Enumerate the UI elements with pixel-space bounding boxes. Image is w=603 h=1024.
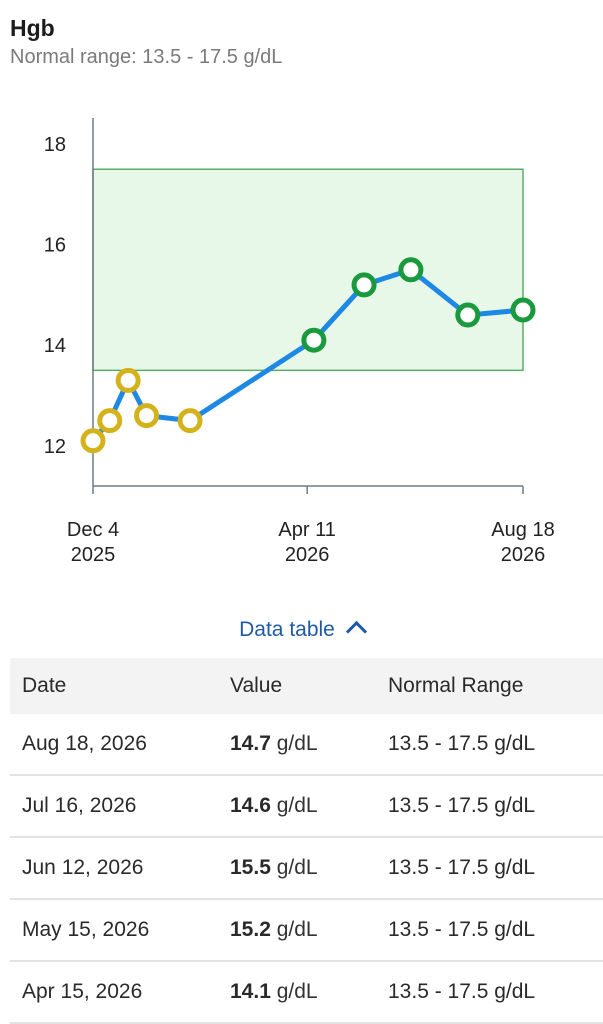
data-point-in-range: [351, 272, 377, 298]
data-point-out-of-range: [134, 403, 160, 429]
table-row: Jun 12, 2026 15.5 g/dL 13.5 - 17.5 g/dL: [10, 837, 603, 900]
value-number: 15.5: [230, 856, 271, 879]
value-number: 15.2: [230, 918, 271, 941]
value-number: 14.6: [230, 794, 271, 817]
data-point-in-range: [510, 297, 536, 323]
data-point-out-of-range: [97, 408, 123, 434]
y-tick-label: 16: [44, 235, 66, 257]
x-tick-year-label: 2026: [501, 544, 546, 566]
row-date: May 15, 2026: [10, 899, 230, 962]
row-normal-range: 13.5 - 17.5 g/dL: [388, 775, 603, 838]
data-table-toggle-label: Data table: [239, 618, 335, 641]
table-row: Apr 15, 2026 14.1 g/dL 13.5 - 17.5 g/dL: [10, 961, 603, 1024]
hgb-line-chart: 12 14 16 18 Dec 4 2025 Apr 11 2026 Aug 18 2026: [44, 118, 555, 566]
x-tick-label: Apr 11: [278, 519, 335, 541]
series-line: [90, 267, 526, 444]
data-point-out-of-range: [177, 408, 203, 434]
row-normal-range: 13.5 - 17.5 g/dL: [388, 714, 603, 776]
value-unit: g/dL: [276, 980, 318, 1003]
chevron-up-icon: [345, 620, 367, 643]
data-table: Date Value Normal Range Aug 18, 2026 14.…: [10, 658, 603, 1024]
data-point-in-range: [301, 327, 327, 353]
value-number: 14.7: [230, 732, 271, 755]
row-date: Jul 16, 2026: [10, 775, 230, 838]
column-header-value: Value: [230, 674, 283, 697]
x-tick-year-label: 2026: [285, 544, 330, 566]
value-unit: g/dL: [276, 918, 318, 941]
x-tick-label: Dec 4: [67, 519, 119, 541]
row-date: Apr 15, 2026: [10, 961, 230, 1024]
value-unit: g/dL: [276, 856, 318, 879]
data-point-out-of-range: [80, 428, 106, 454]
value-unit: g/dL: [276, 732, 318, 755]
y-tick-label: 14: [44, 335, 66, 357]
column-header-date: Date: [22, 674, 67, 697]
x-tick-year-label: 2025: [71, 544, 116, 566]
value-number: 14.1: [230, 980, 271, 1003]
data-point-in-range: [398, 257, 424, 283]
table-row: Aug 18, 2026 14.7 g/dL 13.5 - 17.5 g/dL: [10, 714, 603, 776]
row-normal-range: 13.5 - 17.5 g/dL: [388, 837, 603, 900]
column-header-normal-range: Normal Range: [388, 674, 524, 697]
row-value: 14.6 g/dL: [230, 775, 388, 838]
page-title: Hgb: [10, 15, 55, 41]
row-normal-range: 13.5 - 17.5 g/dL: [388, 899, 603, 962]
row-value: 14.1 g/dL: [230, 961, 388, 1024]
table-row: Jul 16, 2026 14.6 g/dL 13.5 - 17.5 g/dL: [10, 775, 603, 838]
data-point-out-of-range: [115, 367, 141, 393]
row-date: Aug 18, 2026: [10, 714, 230, 776]
header: Hgb Normal range: 13.5 - 17.5 g/dL: [10, 14, 282, 70]
row-value: 14.7 g/dL: [230, 714, 388, 776]
row-normal-range: 13.5 - 17.5 g/dL: [388, 961, 603, 1024]
value-unit: g/dL: [276, 794, 318, 817]
row-date: Jun 12, 2026: [10, 837, 230, 900]
y-tick-label: 18: [44, 134, 66, 156]
data-table-toggle[interactable]: Data table: [0, 618, 603, 643]
table-row: May 15, 2026 15.2 g/dL 13.5 - 17.5 g/dL: [10, 899, 603, 962]
row-value: 15.2 g/dL: [230, 899, 388, 962]
normal-range-subtitle: Normal range: 13.5 - 17.5 g/dL: [10, 46, 283, 68]
x-tick-label: Aug 18: [491, 519, 554, 541]
data-point-in-range: [455, 302, 481, 328]
table-header-row: Date Value Normal Range: [10, 658, 603, 714]
y-tick-label: 12: [44, 436, 66, 458]
row-value: 15.5 g/dL: [230, 837, 388, 900]
